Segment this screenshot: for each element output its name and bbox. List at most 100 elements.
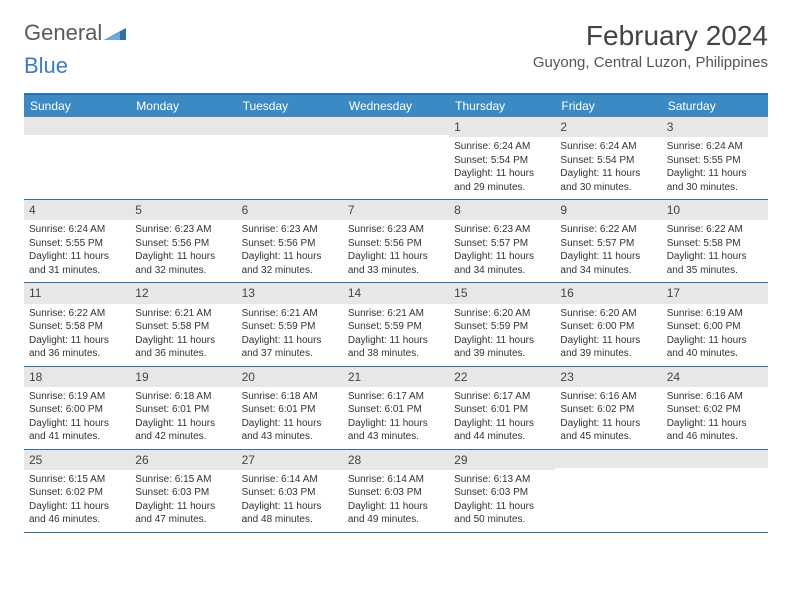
sunrise-line: Sunrise: 6:22 AM	[560, 223, 656, 237]
day-cell: 7Sunrise: 6:23 AMSunset: 5:56 PMDaylight…	[343, 200, 449, 282]
day-number	[130, 117, 236, 135]
day-cell: 24Sunrise: 6:16 AMSunset: 6:02 PMDayligh…	[662, 367, 768, 449]
sunset-line: Sunset: 6:01 PM	[454, 403, 550, 417]
day-cell: 8Sunrise: 6:23 AMSunset: 5:57 PMDaylight…	[449, 200, 555, 282]
sunrise-line: Sunrise: 6:24 AM	[667, 140, 763, 154]
day-number: 24	[662, 367, 768, 387]
daylight-line: Daylight: 11 hours and 33 minutes.	[348, 250, 444, 277]
day-cell: 11Sunrise: 6:22 AMSunset: 5:58 PMDayligh…	[24, 283, 130, 365]
day-number: 10	[662, 200, 768, 220]
sunset-line: Sunset: 6:02 PM	[667, 403, 763, 417]
day-number: 12	[130, 283, 236, 303]
sunset-line: Sunset: 5:56 PM	[135, 237, 231, 251]
day-cell: 19Sunrise: 6:18 AMSunset: 6:01 PMDayligh…	[130, 367, 236, 449]
sunrise-line: Sunrise: 6:18 AM	[135, 390, 231, 404]
sunrise-line: Sunrise: 6:17 AM	[348, 390, 444, 404]
sunrise-line: Sunrise: 6:23 AM	[135, 223, 231, 237]
day-cell: 27Sunrise: 6:14 AMSunset: 6:03 PMDayligh…	[237, 450, 343, 532]
day-cell: 1Sunrise: 6:24 AMSunset: 5:54 PMDaylight…	[449, 117, 555, 199]
week-row: 4Sunrise: 6:24 AMSunset: 5:55 PMDaylight…	[24, 200, 768, 283]
sunset-line: Sunset: 5:58 PM	[135, 320, 231, 334]
sunset-line: Sunset: 5:54 PM	[560, 154, 656, 168]
day-cell: 6Sunrise: 6:23 AMSunset: 5:56 PMDaylight…	[237, 200, 343, 282]
daylight-line: Daylight: 11 hours and 43 minutes.	[242, 417, 338, 444]
sunrise-line: Sunrise: 6:19 AM	[667, 307, 763, 321]
day-number: 9	[555, 200, 661, 220]
day-number: 28	[343, 450, 449, 470]
daylight-line: Daylight: 11 hours and 40 minutes.	[667, 334, 763, 361]
sunrise-line: Sunrise: 6:13 AM	[454, 473, 550, 487]
sunset-line: Sunset: 6:02 PM	[29, 486, 125, 500]
daylight-line: Daylight: 11 hours and 42 minutes.	[135, 417, 231, 444]
week-row: 11Sunrise: 6:22 AMSunset: 5:58 PMDayligh…	[24, 283, 768, 366]
day-number	[662, 450, 768, 468]
daylight-line: Daylight: 11 hours and 32 minutes.	[242, 250, 338, 277]
sunset-line: Sunset: 6:03 PM	[348, 486, 444, 500]
sunset-line: Sunset: 5:55 PM	[667, 154, 763, 168]
day-number: 8	[449, 200, 555, 220]
weeks-container: 1Sunrise: 6:24 AMSunset: 5:54 PMDaylight…	[24, 117, 768, 533]
sunset-line: Sunset: 6:01 PM	[135, 403, 231, 417]
day-cell: 9Sunrise: 6:22 AMSunset: 5:57 PMDaylight…	[555, 200, 661, 282]
day-number: 23	[555, 367, 661, 387]
sunrise-line: Sunrise: 6:23 AM	[348, 223, 444, 237]
sunset-line: Sunset: 6:00 PM	[29, 403, 125, 417]
day-number: 20	[237, 367, 343, 387]
sunset-line: Sunset: 6:03 PM	[242, 486, 338, 500]
day-cell	[130, 117, 236, 199]
sunset-line: Sunset: 5:56 PM	[242, 237, 338, 251]
sunrise-line: Sunrise: 6:18 AM	[242, 390, 338, 404]
day-cell: 16Sunrise: 6:20 AMSunset: 6:00 PMDayligh…	[555, 283, 661, 365]
day-cell: 22Sunrise: 6:17 AMSunset: 6:01 PMDayligh…	[449, 367, 555, 449]
daylight-line: Daylight: 11 hours and 37 minutes.	[242, 334, 338, 361]
dow-cell: Tuesday	[237, 95, 343, 117]
day-number	[237, 117, 343, 135]
sunrise-line: Sunrise: 6:14 AM	[348, 473, 444, 487]
day-cell: 29 Sunrise: 6:13 AMSunset: 6:03 PMDayligh…	[449, 450, 555, 532]
daylight-line: Daylight: 11 hours and 35 minutes.	[667, 250, 763, 277]
sunrise-line: Sunrise: 6:21 AM	[348, 307, 444, 321]
sunset-line: Sunset: 6:03 PM	[135, 486, 231, 500]
daylight-line: Daylight: 11 hours and 30 minutes.	[560, 167, 656, 194]
sunset-line: Sunset: 5:54 PM	[454, 154, 550, 168]
daylight-line: Daylight: 11 hours and 36 minutes.	[29, 334, 125, 361]
day-number: 16	[555, 283, 661, 303]
day-number	[24, 117, 130, 135]
day-cell: 15Sunrise: 6:20 AMSunset: 5:59 PMDayligh…	[449, 283, 555, 365]
day-cell: 18Sunrise: 6:19 AMSunset: 6:00 PMDayligh…	[24, 367, 130, 449]
day-number: 26	[130, 450, 236, 470]
location-label: Guyong, Central Luzon, Philippines	[533, 54, 768, 71]
day-number: 5	[130, 200, 236, 220]
sunset-line: Sunset: 5:56 PM	[348, 237, 444, 251]
daylight-line: Daylight: 11 hours and 41 minutes.	[29, 417, 125, 444]
sunrise-line: Sunrise: 6:24 AM	[29, 223, 125, 237]
week-row: 1Sunrise: 6:24 AMSunset: 5:54 PMDaylight…	[24, 117, 768, 200]
day-cell: 5 Sunrise: 6:23 AMSunset: 5:56 PMDaylight…	[130, 200, 236, 282]
dow-cell: Friday	[555, 95, 661, 117]
daylight-line: Daylight: 11 hours and 50 minutes.	[454, 500, 550, 527]
calendar: SundayMondayTuesdayWednesdayThursdayFrid…	[24, 93, 768, 533]
day-number: 25	[24, 450, 130, 470]
logo-triangle-icon	[104, 20, 126, 46]
day-cell: 10Sunrise: 6:22 AMSunset: 5:58 PMDayligh…	[662, 200, 768, 282]
day-cell	[662, 450, 768, 532]
sunset-line: Sunset: 6:01 PM	[242, 403, 338, 417]
day-number: 29	[449, 450, 555, 470]
sunset-line: Sunset: 6:02 PM	[560, 403, 656, 417]
day-cell: 12Sunrise: 6:21 AMSunset: 5:58 PMDayligh…	[130, 283, 236, 365]
day-number: 6	[237, 200, 343, 220]
day-cell: 13Sunrise: 6:21 AMSunset: 5:59 PMDayligh…	[237, 283, 343, 365]
sunset-line: Sunset: 5:58 PM	[29, 320, 125, 334]
sunset-line: Sunset: 6:03 PM	[454, 486, 550, 500]
sunset-line: Sunset: 6:01 PM	[348, 403, 444, 417]
daylight-line: Daylight: 11 hours and 32 minutes.	[135, 250, 231, 277]
sunset-line: Sunset: 5:59 PM	[348, 320, 444, 334]
daylight-line: Daylight: 11 hours and 49 minutes.	[348, 500, 444, 527]
sunrise-line: Sunrise: 6:16 AM	[560, 390, 656, 404]
dow-cell: Wednesday	[343, 95, 449, 117]
sunrise-line: Sunrise: 6:14 AM	[242, 473, 338, 487]
sunrise-line: Sunrise: 6:22 AM	[667, 223, 763, 237]
sunrise-line: Sunrise: 6:21 AM	[135, 307, 231, 321]
day-cell: 17Sunrise: 6:19 AMSunset: 6:00 PMDayligh…	[662, 283, 768, 365]
day-cell	[24, 117, 130, 199]
